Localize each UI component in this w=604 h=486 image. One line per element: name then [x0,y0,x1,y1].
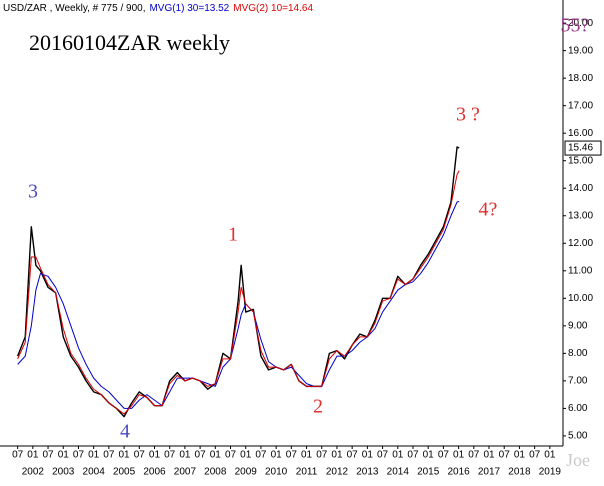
year-label: 2019 [539,467,562,478]
legend-entry: MVG(1) 30=13.52 [149,3,229,14]
year-label: 2014 [387,467,410,478]
legend-entry: USD/ZAR , Weekly, # 775 / 900, [3,3,145,14]
x-tick-label: 07 [529,450,541,461]
wave-label: 4? [479,199,498,221]
year-label: 2003 [52,467,75,478]
y-tick-label: 19.00 [568,45,593,56]
x-tick-label: 01 [119,450,131,461]
header: USD/ZAR , Weekly, # 775 / 900, MVG(1) 30=… [3,3,313,14]
y-tick-label: 8.00 [568,348,588,359]
year-label: 2006 [143,467,166,478]
x-tick-label: 07 [347,450,359,461]
x-tick-label: 07 [103,450,115,461]
watermark: Joe [566,450,590,470]
wave-label: 4 [120,421,130,443]
x-tick-label: 01 [149,450,161,461]
x-tick-label: 07 [134,450,146,461]
year-label: 2015 [417,467,440,478]
x-tick-label: 07 [407,450,419,461]
x-tick-label: 01 [362,450,374,461]
y-tick-label: 17.00 [568,100,593,111]
x-tick-label: 01 [27,450,39,461]
x-tick-label: 07 [377,450,389,461]
wave-label: 2 [313,396,323,418]
year-label: 2002 [22,467,45,478]
y-tick-label: 6.00 [568,403,588,414]
year-label: 2007 [174,467,197,478]
year-label: 2013 [356,467,379,478]
x-tick-label: 07 [73,450,85,461]
x-tick-label: 07 [12,450,24,461]
series-line [17,200,460,409]
y-tick-label: 15.00 [568,155,593,166]
y-tick-label: 20.00 [568,18,593,29]
year-label: 2008 [204,467,227,478]
year-label: 2018 [508,467,531,478]
x-tick-label: 07 [286,450,298,461]
x-tick-label: 01 [179,450,191,461]
y-tick-label: 16.00 [568,128,593,139]
year-label: 2016 [447,467,470,478]
x-tick-label: 07 [499,450,511,461]
wave-label: 3 ? [456,104,480,126]
y-tick-label: 18.00 [568,73,593,84]
last-price-box [564,140,602,156]
y-tick-label: 5.00 [568,431,588,442]
y-tick-label: 10.00 [568,293,593,304]
x-tick-label: 01 [453,450,465,461]
year-label: 2009 [235,467,258,478]
x-tick-label: 01 [514,450,526,461]
x-tick-label: 07 [468,450,480,461]
year-label: 2004 [83,467,106,478]
x-tick-label: 01 [544,450,556,461]
x-tick-label: 07 [164,450,176,461]
y-tick-label: 7.00 [568,376,588,387]
year-label: 2010 [265,467,288,478]
year-label: 2012 [326,467,349,478]
x-tick-label: 01 [210,450,222,461]
x-tick-label: 07 [225,450,237,461]
x-tick-label: 01 [483,450,495,461]
year-label: 2005 [113,467,136,478]
x-tick-label: 01 [301,450,313,461]
last-price-label: 15.46 [568,143,593,154]
y-tick-label: 14.00 [568,183,593,194]
wave-label: 1 [228,224,238,246]
y-tick-label: 12.00 [568,238,593,249]
year-label: 2017 [478,467,501,478]
wave-label: 55? [561,15,590,37]
x-tick-label: 07 [255,450,267,461]
x-tick-label: 01 [88,450,100,461]
y-tick-label: 11.00 [568,265,593,276]
series-line [17,170,460,415]
wave-label: 3 [28,181,38,203]
y-tick-label: 13.00 [568,210,593,221]
x-tick-label: 01 [423,450,435,461]
x-tick-label: 01 [331,450,343,461]
legend-entry: MVG(2) 10=14.64 [233,3,313,14]
x-tick-label: 01 [392,450,404,461]
x-tick-label: 07 [438,450,450,461]
y-tick-label: 9.00 [568,320,588,331]
chart-title: 20160104ZAR weekly [29,30,230,55]
x-tick-label: 07 [42,450,54,461]
x-tick-label: 07 [195,450,207,461]
year-label: 2011 [296,467,318,478]
x-tick-label: 01 [240,450,252,461]
x-tick-label: 01 [58,450,70,461]
x-tick-label: 01 [271,450,283,461]
x-tick-label: 07 [316,450,328,461]
